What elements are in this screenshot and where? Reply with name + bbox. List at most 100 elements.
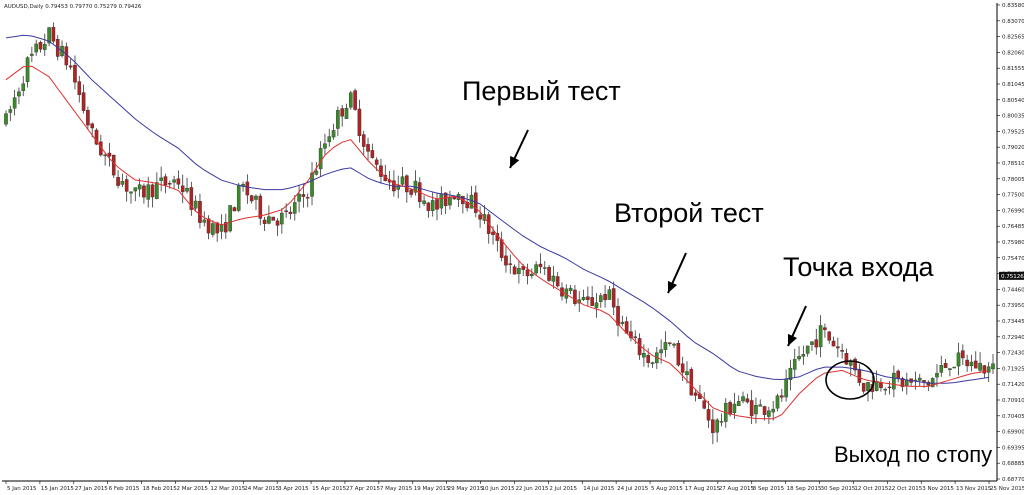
candle bbox=[86, 106, 90, 130]
candle bbox=[42, 33, 47, 56]
x-tick-label: 13 Nov 2015 bbox=[956, 486, 992, 492]
candle bbox=[361, 130, 366, 155]
candle bbox=[305, 193, 310, 208]
candle bbox=[883, 387, 888, 396]
candle bbox=[978, 352, 982, 373]
x-tick-label: 12 Mar 2015 bbox=[210, 486, 245, 492]
candle bbox=[211, 220, 215, 238]
candle bbox=[586, 286, 590, 307]
candle bbox=[409, 188, 413, 198]
candle bbox=[961, 344, 965, 365]
ma-fast-line bbox=[5, 65, 989, 420]
x-tick-label: 24 Mar 2015 bbox=[244, 486, 279, 492]
candle bbox=[193, 195, 198, 211]
candle bbox=[508, 254, 513, 274]
x-tick-label: 15 Apr 2015 bbox=[312, 486, 347, 492]
candle bbox=[288, 206, 293, 220]
y-tick-label: 0.69900 bbox=[1002, 430, 1024, 436]
candle bbox=[129, 191, 133, 204]
candle bbox=[956, 342, 961, 376]
x-tick-label: 15 Jan 2015 bbox=[41, 486, 74, 492]
candle bbox=[741, 391, 745, 404]
candle bbox=[616, 298, 620, 337]
candle bbox=[680, 356, 685, 382]
x-tick-label: 30 Sep 2015 bbox=[821, 486, 856, 492]
candle bbox=[8, 105, 13, 122]
candle bbox=[111, 154, 116, 178]
candle bbox=[810, 341, 814, 351]
candle bbox=[831, 336, 836, 347]
candle bbox=[47, 26, 51, 47]
x-tick-label: 5 Jan 2015 bbox=[7, 486, 37, 492]
candle bbox=[370, 143, 375, 159]
y-tick-label: 0.81045 bbox=[1002, 82, 1024, 88]
candle bbox=[443, 192, 448, 215]
annotations-layer: Первый тест Второй тест Точка входа Выход п… bbox=[462, 76, 992, 467]
x-tick-label: 22 Jun 2015 bbox=[515, 486, 549, 492]
y-tick-label: 0.70405 bbox=[1002, 414, 1024, 420]
candle bbox=[581, 289, 586, 302]
candle bbox=[21, 76, 26, 97]
candle bbox=[17, 87, 21, 105]
candle bbox=[155, 172, 159, 200]
candle bbox=[663, 331, 668, 358]
candle bbox=[840, 343, 844, 359]
candle bbox=[236, 182, 241, 213]
candle bbox=[245, 174, 250, 204]
candle bbox=[301, 183, 306, 208]
candle bbox=[120, 173, 125, 188]
candle bbox=[517, 261, 521, 284]
candle bbox=[758, 399, 763, 407]
candle bbox=[943, 359, 948, 369]
x-tick-label: 2 Mar 2015 bbox=[176, 486, 208, 492]
candle bbox=[827, 330, 832, 344]
candle bbox=[603, 285, 607, 308]
x-tick-label: 19 May 2015 bbox=[414, 486, 450, 492]
candle bbox=[853, 357, 857, 375]
candle bbox=[719, 413, 724, 427]
y-tick-label: 0.82060 bbox=[1002, 50, 1024, 56]
x-tick-label: 7 May 2015 bbox=[380, 486, 413, 492]
y-tick-label: 0.82565 bbox=[1002, 35, 1024, 41]
x-tick-label: 3 Nov 2015 bbox=[922, 486, 954, 492]
candle bbox=[650, 361, 655, 368]
candle bbox=[4, 110, 8, 127]
current-price-label: 0.75126 bbox=[1001, 274, 1024, 280]
candle bbox=[986, 362, 991, 382]
candle bbox=[396, 175, 401, 199]
arrow-second-test bbox=[667, 252, 687, 294]
candle bbox=[280, 208, 284, 234]
candle bbox=[568, 284, 573, 295]
y-tick-label: 0.68885 bbox=[1002, 461, 1024, 467]
candle bbox=[228, 205, 232, 233]
candle bbox=[745, 393, 750, 404]
candle bbox=[254, 194, 258, 210]
candle bbox=[792, 348, 797, 378]
y-tick-label: 0.72940 bbox=[1002, 335, 1024, 341]
candle bbox=[814, 328, 819, 355]
candle bbox=[38, 40, 43, 53]
x-tick-label: 6 Feb 2015 bbox=[109, 486, 140, 492]
candle bbox=[952, 366, 957, 369]
candle bbox=[607, 286, 612, 300]
current-price-marker: 0.75126 bbox=[999, 271, 1024, 280]
y-tick-label: 0.71420 bbox=[1002, 382, 1024, 388]
arrow-first-test bbox=[509, 129, 529, 169]
candle bbox=[172, 175, 176, 190]
x-tick-label: 12 Oct 2015 bbox=[854, 486, 889, 492]
candle bbox=[202, 211, 207, 227]
candle bbox=[736, 395, 741, 407]
y-tick-label: 0.83580 bbox=[1002, 3, 1024, 9]
x-tick-label: 29 May 2015 bbox=[448, 486, 484, 492]
candle bbox=[547, 264, 551, 282]
y-tick-label: 0.76990 bbox=[1002, 208, 1024, 214]
candle bbox=[353, 88, 357, 111]
x-tick-label: 25 Nov 2015 bbox=[990, 486, 1024, 492]
candle bbox=[176, 170, 181, 190]
candle bbox=[551, 266, 556, 289]
candle bbox=[965, 354, 969, 372]
candle bbox=[292, 194, 297, 221]
candle bbox=[611, 281, 616, 315]
candle bbox=[262, 216, 267, 232]
